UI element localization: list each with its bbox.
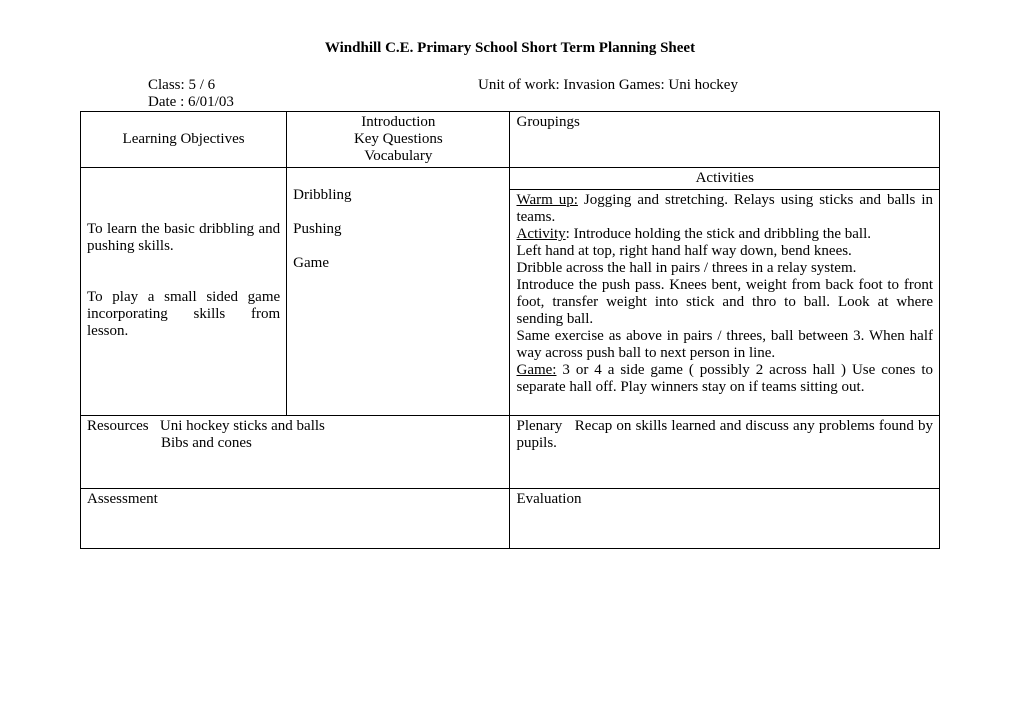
game-label: Game: [516,362,556,378]
keyword-pushing: Pushing [293,221,503,238]
plenary-text: Recap on skills learned and discuss any … [516,418,933,451]
unit-label: Unit of work: [478,77,560,93]
cell-evaluation: Evaluation [510,489,940,549]
header-learning-objectives: Learning Objectives [81,112,287,168]
date-value: 6/01/03 [188,94,234,110]
cell-assessment: Assessment [81,489,510,549]
objective-1: To learn the basic dribbling and pushing… [87,221,280,255]
keyword-dribbling: Dribbling [293,187,503,204]
cell-activities: Warm up: Jogging and stretching. Relays … [510,190,940,416]
date-label: Date : [148,94,184,110]
resources-plenary-row: Resources Uni hockey sticks and balls Bi… [81,416,940,489]
resources-label: Resources [87,418,149,434]
game-text: 3 or 4 a side game ( possibly 2 across h… [516,362,933,395]
header-activities: Activities [510,168,940,190]
header-groupings: Groupings [510,112,940,168]
resources-line-2: Bibs and cones [161,435,252,451]
cell-learning-objectives: To learn the basic dribbling and pushing… [81,168,287,416]
activity-line-3: Left hand at top, right hand half way do… [516,243,933,260]
activity-line-4: Dribble across the hall in pairs / three… [516,260,933,277]
cell-resources: Resources Uni hockey sticks and balls Bi… [81,416,510,489]
class-label: Class: [148,77,185,93]
meta-row-2: Date : 6/01/03 [148,94,940,111]
warmup-label: Warm up: [516,192,577,208]
cell-key-questions: Dribbling Pushing Game [287,168,510,416]
activity-label: Activity [516,226,565,242]
activity-line-5: Introduce the push pass. Knees bent, wei… [516,277,933,328]
meta-row-1: Class: 5 / 6 Unit of work: Invasion Game… [148,77,940,94]
header-introduction: Introduction Key Questions Vocabulary [287,112,510,168]
activity-text: : Introduce holding the stick and dribbl… [566,226,871,242]
warmup-text: Jogging and stretching. Relays using sti… [516,192,933,225]
page-title: Windhill C.E. Primary School Short Term … [80,40,940,57]
keyword-game: Game [293,255,503,272]
activities-header-row: To learn the basic dribbling and pushing… [81,168,940,190]
assessment-evaluation-row: Assessment Evaluation [81,489,940,549]
resources-line-1: Uni hockey sticks and balls [160,418,325,434]
cell-plenary: Plenary Recap on skills learned and disc… [510,416,940,489]
class-value: 5 / 6 [188,77,215,93]
activity-line-6: Same exercise as above in pairs / threes… [516,328,933,362]
objective-2: To play a small sided game incorporating… [87,289,280,340]
table-header-row: Learning Objectives Introduction Key Que… [81,112,940,168]
unit-value: Invasion Games: Uni hockey [563,77,738,93]
planning-table: Learning Objectives Introduction Key Que… [80,111,940,549]
plenary-label: Plenary [516,418,562,434]
